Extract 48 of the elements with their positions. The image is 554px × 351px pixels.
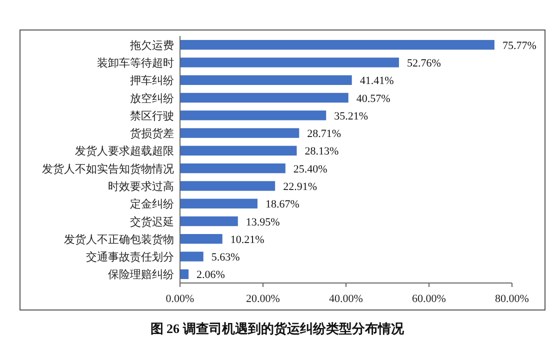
data-label: 28.13%: [304, 146, 339, 158]
data-label: 13.95%: [246, 216, 280, 228]
bar: [180, 58, 399, 68]
y-tick-label: 交通事故责任划分: [86, 250, 174, 264]
bar: [180, 252, 204, 262]
data-label: 22.91%: [283, 180, 317, 193]
bar: [180, 40, 494, 50]
data-label: 75.77%: [502, 40, 536, 52]
x-tick-label: 40.00%: [329, 293, 363, 305]
data-label: 28.71%: [307, 128, 342, 140]
data-label: 25.40%: [293, 163, 328, 176]
y-tick-label: 交货迟延: [130, 215, 174, 228]
data-label: 18.67%: [265, 198, 300, 211]
bar: [180, 163, 286, 174]
bar: [180, 128, 300, 138]
y-tick-label: 押车纠纷: [130, 74, 174, 88]
y-tick-label: 时效要求过高: [108, 180, 174, 193]
y-tick-label: 货损货差: [130, 128, 174, 140]
data-label: 2.06%: [196, 269, 225, 282]
x-tick-label: 60.00%: [412, 293, 446, 305]
data-label: 41.41%: [360, 75, 394, 88]
y-tick-label: 发货人不如实告知货物情况: [42, 162, 174, 176]
y-tick-label: 装卸车等待超时: [97, 56, 174, 70]
bar: [180, 269, 189, 280]
data-label: 40.57%: [356, 92, 390, 105]
bar: [180, 92, 348, 103]
data-label: 5.63%: [211, 252, 240, 264]
x-tick-label: 80.00%: [495, 293, 529, 305]
bar: [180, 198, 258, 208]
bar: [180, 216, 238, 226]
y-tick-label: 拖欠运费: [129, 38, 174, 52]
data-label: 35.21%: [334, 110, 368, 122]
bar: [180, 110, 326, 120]
y-tick-label: 发货人要求超载超限: [75, 144, 174, 158]
x-tick-label: 20.00%: [246, 293, 280, 305]
y-tick-label: 放空纠纷: [130, 92, 174, 105]
y-tick-label: 禁区行驶: [130, 109, 174, 122]
text: 图 26 调查司机遇到的货运纠纷类型分布情况: [150, 321, 405, 336]
bar: [180, 146, 297, 156]
y-tick-label: 定金纠纷: [130, 198, 174, 211]
y-tick-label: 发货人不正确包装货物: [64, 232, 174, 246]
data-label: 52.76%: [406, 57, 441, 70]
bar: [180, 75, 352, 85]
y-tick-label: 保险理赔纠纷: [108, 268, 174, 282]
data-label: 10.21%: [230, 234, 264, 246]
x-tick-label: 0.00%: [166, 293, 194, 305]
bar: [180, 181, 276, 191]
bar: [180, 234, 222, 244]
